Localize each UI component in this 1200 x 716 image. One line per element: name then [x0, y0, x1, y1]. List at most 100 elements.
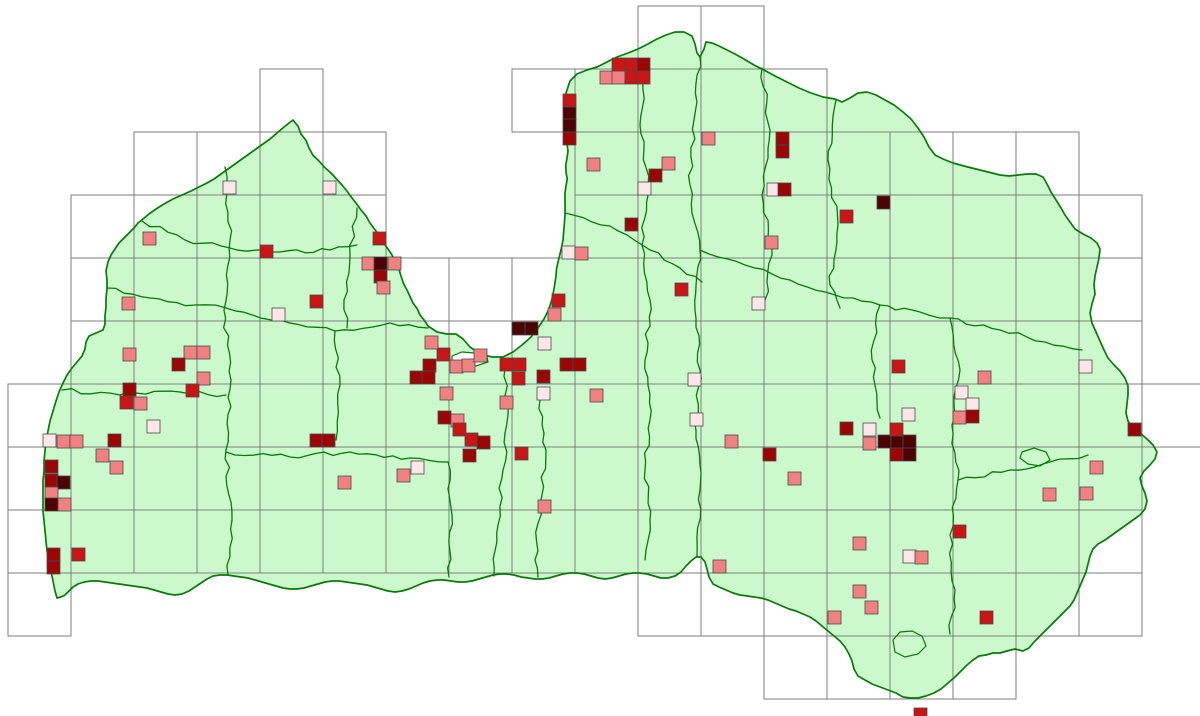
district-boundary: [948, 317, 961, 635]
occurrence-square: [361, 256, 376, 271]
occurrence-square: [764, 235, 779, 250]
grid-cell: [133, 131, 198, 196]
district-boundary: [949, 317, 1083, 351]
occurrence-square: [183, 345, 198, 360]
occurrence-square: [877, 434, 892, 449]
occurrence-square: [559, 357, 574, 372]
occurrence-square: [452, 422, 467, 437]
occurrence-square: [44, 459, 59, 474]
occurrence-square: [56, 475, 71, 490]
occurrence-square: [762, 447, 777, 462]
occurrence-square: [422, 358, 437, 373]
district-boundary: [564, 212, 703, 283]
occurrence-square: [889, 422, 904, 437]
occurrence-square: [1042, 487, 1057, 502]
occurrence-square: [537, 499, 552, 514]
grid-cell: [1078, 572, 1143, 637]
occurrence-square: [599, 70, 614, 85]
district-boundary: [957, 454, 1089, 481]
district-boundary: [760, 67, 773, 301]
occurrence-square: [309, 433, 324, 448]
occurrence-square: [322, 180, 337, 195]
occurrence-square: [259, 244, 274, 259]
occurrence-square: [624, 70, 639, 85]
occurrence-square: [852, 536, 867, 551]
occurrence-square: [537, 336, 552, 351]
occurrence-square: [439, 386, 454, 401]
occurrence-square: [46, 560, 61, 575]
occurrence-square: [524, 321, 539, 336]
occurrence-square: [387, 256, 402, 271]
occurrence-square: [624, 57, 639, 72]
occurrence-square: [437, 410, 452, 425]
occurrence-square: [547, 307, 562, 322]
occurrence-square: [44, 473, 59, 488]
occurrence-square: [337, 475, 352, 490]
grid-cell: [1141, 383, 1200, 448]
district-boundary: [222, 166, 233, 576]
occurrence-square: [751, 296, 766, 311]
occurrence-square: [977, 370, 992, 385]
district-boundary: [106, 287, 227, 309]
occurrence-square: [862, 436, 877, 451]
occurrence-square: [514, 446, 529, 461]
occurrence-square: [396, 468, 411, 483]
district-boundary: [333, 330, 341, 441]
occurrence-square: [321, 433, 336, 448]
occurrence-square: [572, 357, 587, 372]
occurrence-square: [965, 409, 980, 424]
occurrence-square: [913, 707, 928, 716]
occurrence-square: [979, 610, 994, 625]
occurrence-square: [410, 460, 425, 475]
district-boundary: [225, 307, 429, 332]
district-boundary: [827, 99, 841, 309]
occurrence-square: [46, 547, 61, 562]
occurrence-square: [902, 434, 917, 449]
occurrence-square: [876, 195, 891, 210]
occurrence-square: [914, 550, 929, 565]
occurrence-square: [57, 497, 72, 512]
occurrence-square: [586, 157, 601, 172]
occurrence-square: [965, 397, 980, 412]
occurrence-square: [536, 369, 551, 384]
occurrence-square: [551, 293, 566, 308]
occurrence-square: [901, 407, 916, 422]
occurrence-square: [56, 434, 71, 449]
occurrence-square: [864, 600, 879, 615]
occurrence-square: [196, 371, 211, 386]
occurrence-square: [271, 307, 286, 322]
occurrence-square: [511, 321, 526, 336]
occurrence-square: [146, 419, 161, 434]
district-boundary: [699, 249, 951, 319]
occurrence-square: [436, 347, 451, 362]
occurrence-square: [889, 447, 904, 462]
occurrence-square: [42, 433, 57, 448]
occurrence-square: [71, 547, 86, 562]
district-boundaries: [61, 56, 1089, 658]
occurrence-square: [661, 156, 676, 171]
occurrence-square: [1079, 486, 1094, 501]
district-boundary: [534, 399, 547, 578]
occurrence-square: [562, 118, 577, 133]
occurrence-square: [421, 370, 436, 385]
occurrence-square: [464, 432, 479, 447]
occurrence-square: [775, 144, 790, 159]
occurrence-square: [499, 395, 514, 410]
occurrence-square: [449, 359, 464, 374]
district-boundary: [639, 61, 651, 301]
occurrence-square: [589, 388, 604, 403]
occurrence-square: [511, 371, 526, 386]
occurrence-square: [142, 231, 157, 246]
occurrence-square: [701, 131, 716, 146]
occurrence-square: [636, 70, 651, 85]
occurrence-square: [171, 357, 186, 372]
occurrence-square: [121, 296, 136, 311]
occurrence-square: [952, 410, 967, 425]
occurrence-square: [462, 448, 477, 463]
occurrence-square: [44, 497, 59, 512]
district-boundary: [343, 207, 358, 329]
occurrence-square: [611, 57, 626, 72]
occurrence-square: [636, 57, 651, 72]
occurrence-square: [787, 471, 802, 486]
